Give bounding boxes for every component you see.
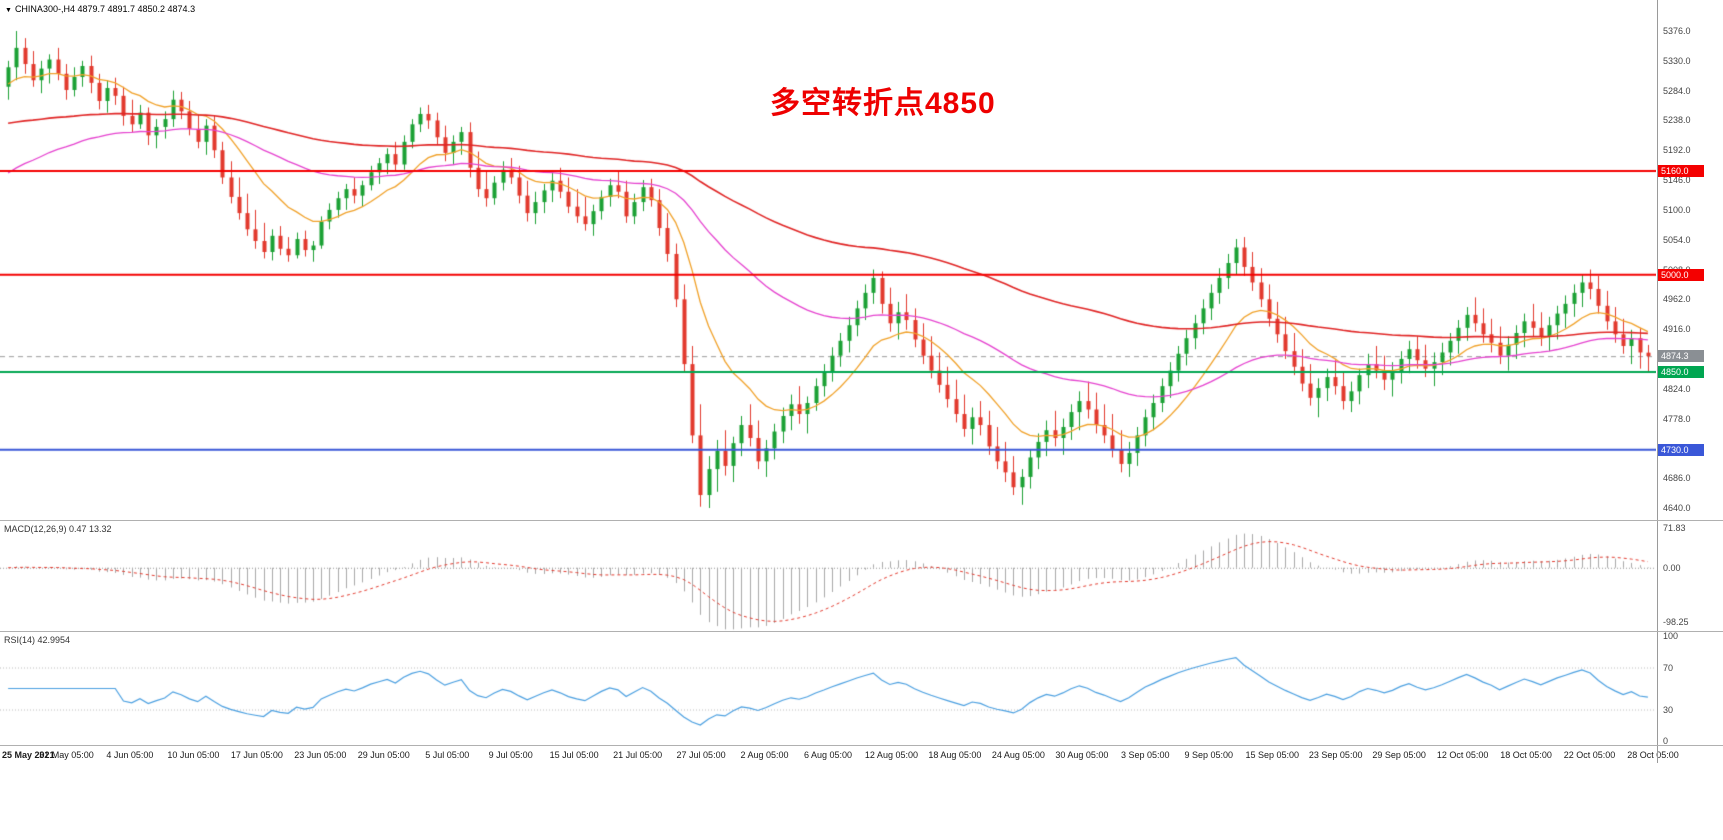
- time-axis-label: 30 Aug 05:00: [1055, 750, 1109, 760]
- time-axis-label: 17 Jun 05:00: [230, 750, 283, 760]
- panel-separator: [0, 745, 1723, 746]
- time-axis-label: 28 Oct 05:00: [1627, 750, 1679, 760]
- price-tick-label: 5054.0: [1663, 234, 1691, 245]
- time-axis-label: 15 Jul 05:00: [549, 750, 599, 760]
- price-tick-label: 5238.0: [1663, 115, 1691, 126]
- time-axis-label: 5 Jul 05:00: [425, 750, 470, 760]
- price-tick-label: 4916.0: [1663, 324, 1691, 335]
- time-axis-label: 12 Oct 05:00: [1436, 750, 1489, 760]
- price-tag: 5160.0: [1658, 164, 1704, 177]
- price-tick-label: 4824.0: [1663, 383, 1691, 394]
- symbol-ohlc-title: CHINA300-,H4 4879.7 4891.7 4850.2 4874.3: [14, 4, 196, 14]
- symbol-dropdown-icon[interactable]: ▼: [5, 7, 12, 14]
- time-axis-label: 25 May 2021: [2, 750, 55, 760]
- time-axis-label: 29 Jun 05:00: [357, 750, 410, 760]
- main-chart-panel[interactable]: 多空转折点4850: [0, 0, 1656, 520]
- time-axis-label: 24 Aug 05:00: [991, 750, 1045, 760]
- rsi-axis-label: 70: [1663, 662, 1674, 673]
- time-axis-label: 18 Oct 05:00: [1500, 750, 1552, 760]
- time-axis-label: 9 Jul 05:00: [488, 750, 533, 760]
- macd-indicator-label: MACD(12,26,9) 0.47 13.32: [4, 524, 112, 534]
- time-axis-label: 6 Aug 05:00: [803, 750, 853, 760]
- macd-axis-label: 0.00: [1663, 562, 1681, 573]
- macd-axis-label: -98.25: [1663, 616, 1689, 627]
- rsi-canvas[interactable]: [0, 632, 1656, 745]
- price-tick-label: 5192.0: [1663, 145, 1691, 156]
- time-axis-label: 12 Aug 05:00: [864, 750, 918, 760]
- price-tick-label: 5100.0: [1663, 204, 1691, 215]
- time-axis-label: 3 Sep 05:00: [1121, 750, 1170, 760]
- price-tick-label: 5330.0: [1663, 55, 1691, 66]
- panel-separator: [0, 520, 1723, 521]
- time-axis-label: 21 Jul 05:00: [613, 750, 663, 760]
- time-axis-label: 2 Aug 05:00: [740, 750, 789, 760]
- time-axis-label: 10 Jun 05:00: [167, 750, 220, 760]
- price-tick-label: 4686.0: [1663, 473, 1691, 484]
- rsi-axis-label: 0: [1663, 736, 1669, 746]
- time-axis-label: 15 Sep 05:00: [1245, 750, 1299, 760]
- time-axis-label: 29 Sep 05:00: [1372, 750, 1426, 760]
- time-axis-label: 9 Sep 05:00: [1184, 750, 1234, 760]
- price-tag: 4874.3: [1658, 350, 1704, 363]
- price-axis[interactable]: 5376.0 5330.0 5284.0 5238.0 5192.0 5146.0 5100…: [1657, 0, 1723, 763]
- panel-separator: [0, 631, 1723, 632]
- time-axis-label: 31 May 05:00: [39, 750, 94, 760]
- price-tick-label: 5146.0: [1663, 175, 1691, 186]
- price-tick-label: 4778.0: [1663, 413, 1691, 424]
- chart-title-bar: ▼ CHINA300-,H4 4879.7 4891.7 4850.2 4874.…: [5, 4, 195, 14]
- price-tick-label: 4962.0: [1663, 294, 1691, 305]
- price-tag: 5000.0: [1658, 268, 1704, 281]
- macd-indicator-panel[interactable]: MACD(12,26,9) 0.47 13.32: [0, 521, 1656, 631]
- rsi-axis-label: 100: [1663, 631, 1679, 641]
- time-axis-label: 23 Jun 05:00: [294, 750, 347, 760]
- rsi-indicator-panel[interactable]: RSI(14) 42.9954: [0, 632, 1656, 745]
- price-tick-label: 4640.0: [1663, 503, 1691, 513]
- time-axis-label: 23 Sep 05:00: [1308, 750, 1363, 760]
- time-axis[interactable]: 25 May 2021 31 May 05:00 4 Jun 05:00 10 Jun…: [0, 747, 1679, 765]
- rsi-indicator-label: RSI(14) 42.9954: [4, 635, 71, 645]
- time-axis-label: 27 Jul 05:00: [676, 750, 726, 760]
- time-axis-label: 18 Aug 05:00: [928, 750, 982, 760]
- chart-annotation-text: 多空转折点4850: [770, 87, 996, 120]
- time-axis-label: 4 Jun 05:00: [106, 750, 154, 760]
- price-tick-label: 5284.0: [1663, 85, 1691, 96]
- rsi-axis-label: 30: [1663, 704, 1674, 715]
- macd-axis-label: 71.83: [1663, 523, 1686, 534]
- time-axis-label: 22 Oct 05:00: [1563, 750, 1616, 760]
- price-tick-label: 5376.0: [1663, 26, 1691, 36]
- macd-canvas[interactable]: [0, 521, 1656, 631]
- price-tag: 4730.0: [1658, 443, 1704, 456]
- price-tag: 4850.0: [1658, 365, 1704, 378]
- main-chart-canvas[interactable]: [0, 0, 1656, 520]
